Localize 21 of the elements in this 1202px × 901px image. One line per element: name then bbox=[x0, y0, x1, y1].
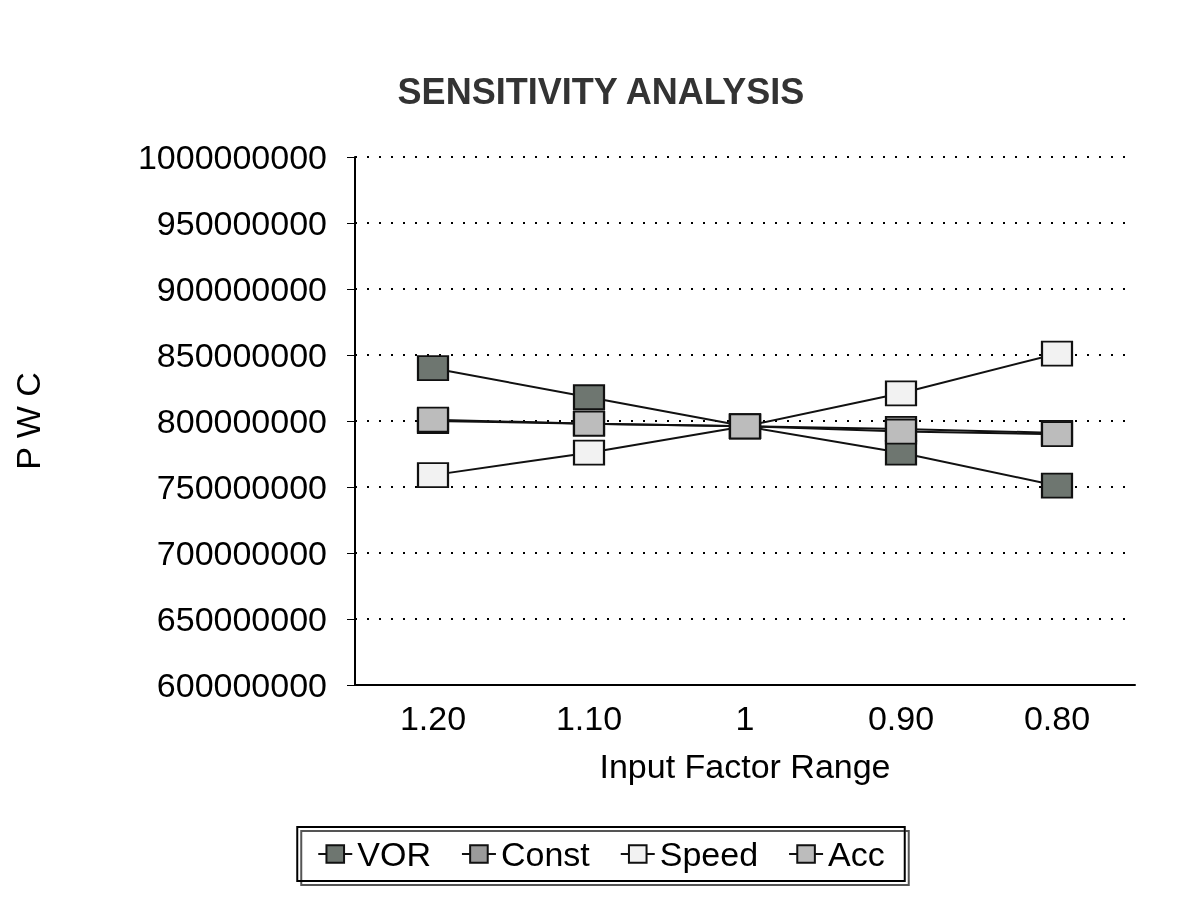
y-tick-label: 750000000 bbox=[156, 468, 327, 506]
y-tick-label: 900000000 bbox=[156, 270, 327, 308]
x-tick-label: 1 bbox=[735, 699, 755, 737]
y-tick-label: 800000000 bbox=[156, 402, 327, 440]
y-tick-label: 1000000000 bbox=[137, 138, 327, 176]
y-axis-title: P W C bbox=[9, 372, 47, 470]
legend-label: Speed bbox=[659, 835, 759, 873]
y-tick-label: 600000000 bbox=[156, 666, 327, 704]
chart-title: SENSITIVITY ANALYSIS bbox=[397, 70, 805, 112]
legend-label: VOR bbox=[357, 835, 431, 873]
x-tick-label: 0.90 bbox=[867, 699, 935, 737]
x-tick-label: 1.20 bbox=[399, 699, 467, 737]
y-tick-label: 700000000 bbox=[156, 534, 327, 572]
x-axis-title: Input Factor Range bbox=[599, 747, 891, 785]
y-tick-label: 950000000 bbox=[156, 204, 327, 242]
x-tick-label: 1.10 bbox=[555, 699, 623, 737]
y-tick-label: 850000000 bbox=[156, 336, 327, 374]
legend-label: Acc bbox=[828, 835, 885, 873]
y-tick-label: 650000000 bbox=[156, 600, 327, 638]
legend-label: Const bbox=[500, 835, 591, 873]
x-tick-label: 0.80 bbox=[1023, 699, 1091, 737]
